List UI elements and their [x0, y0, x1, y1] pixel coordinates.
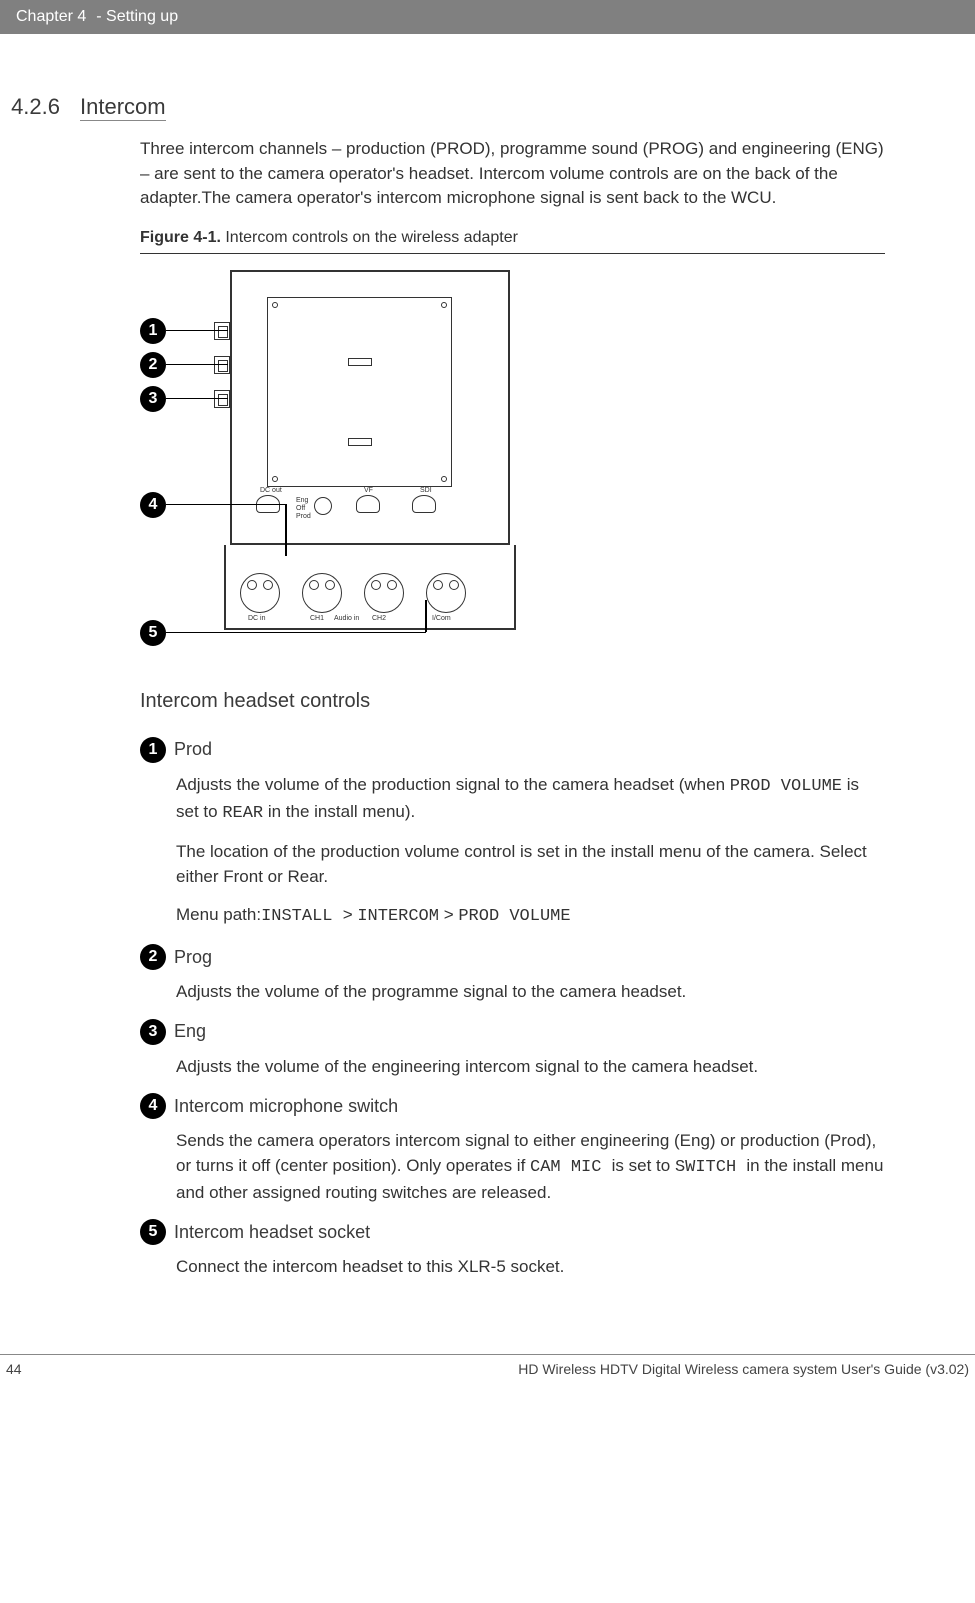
item-heading-row: 4 Intercom microphone switch — [140, 1093, 915, 1119]
bottom-panel: DC in CH1 Audio in CH2 I/Com — [224, 545, 516, 630]
item-paragraph: Adjusts the volume of the production sig… — [176, 773, 885, 826]
figure-label-text: Intercom controls on the wireless adapte… — [221, 229, 518, 246]
mic-switch — [314, 497, 332, 515]
section-title: Intercom — [80, 94, 166, 121]
item-paragraph: Adjusts the volume of the engineering in… — [176, 1055, 885, 1080]
body-text-span: Adjusts the volume of the programme sign… — [176, 982, 686, 1001]
chapter-header: Chapter 4 - Setting up — [0, 0, 975, 34]
item-bullet: 4 — [140, 1093, 166, 1119]
body-text-span: The location of the production volume co… — [176, 842, 867, 886]
mono-text: REAR — [222, 804, 263, 823]
screw-icon — [272, 302, 278, 308]
mono-text: SWITCH — [675, 1158, 746, 1177]
item-bullet: 2 — [140, 944, 166, 970]
item-heading-row: 3 Eng — [140, 1019, 915, 1045]
mono-text: INTERCOM — [357, 907, 439, 926]
item-bullet: 1 — [140, 737, 166, 763]
item-title: Prog — [174, 947, 212, 968]
doc-title: HD Wireless HDTV Digital Wireless camera… — [518, 1361, 969, 1377]
label-eng: Eng — [296, 497, 308, 504]
body-text-span: > — [343, 905, 358, 924]
body-text-span: Menu path: — [176, 905, 261, 924]
callout-5: 5 — [140, 620, 166, 646]
mono-text: CAM MIC — [530, 1158, 612, 1177]
callout-line-4 — [166, 504, 286, 506]
page-footer: 44 HD Wireless HDTV Digital Wireless cam… — [0, 1361, 975, 1387]
label-sdi: SDI — [420, 487, 432, 494]
label-audioin: Audio in — [334, 615, 359, 622]
item-title: Eng — [174, 1021, 206, 1042]
item-bullet: 3 — [140, 1019, 166, 1045]
xlr-ch1 — [302, 573, 342, 613]
callout-1: 1 — [140, 318, 166, 344]
mono-text: PROD VOLUME — [458, 907, 570, 926]
body-text-span: is set to — [612, 1156, 675, 1175]
conn-vf — [356, 495, 380, 513]
callout-line-5 — [166, 632, 426, 634]
item-paragraph: The location of the production volume co… — [176, 840, 885, 889]
page-content: 4.2.6 Intercom Three intercom channels –… — [0, 34, 975, 1314]
subsection-heading: Intercom headset controls — [140, 690, 915, 713]
label-prod: Prod — [296, 513, 311, 520]
device-panel — [267, 297, 452, 487]
item-paragraph: Sends the camera operators intercom sign… — [176, 1129, 885, 1205]
figure-caption: Figure 4-1. Intercom controls on the wir… — [140, 229, 915, 247]
body-text-span: Adjusts the volume of the production sig… — [176, 775, 730, 794]
xlr-dcin — [240, 573, 280, 613]
clip-icon — [348, 438, 372, 446]
page-number: 44 — [6, 1361, 22, 1377]
callout-line-1 — [166, 330, 228, 332]
item-bullet: 5 — [140, 1219, 166, 1245]
item-title: Prod — [174, 739, 212, 760]
label-off: Off — [296, 505, 305, 512]
figure-label-bold: Figure 4-1. — [140, 229, 221, 246]
callout-line-3 — [166, 398, 228, 400]
label-vf: VF — [364, 487, 373, 494]
callout-2: 2 — [140, 352, 166, 378]
mono-text: PROD VOLUME — [730, 777, 842, 796]
body-text-span: > — [439, 905, 458, 924]
conn-sdi — [412, 495, 436, 513]
callout-line-4v — [285, 504, 287, 556]
item-heading-row: 5 Intercom headset socket — [140, 1219, 915, 1245]
section-intro: Three intercom channels – production (PR… — [140, 137, 885, 211]
item-title: Intercom microphone switch — [174, 1096, 398, 1117]
callout-line-5v — [425, 600, 427, 632]
figure-rule — [140, 253, 885, 254]
label-ch2: CH2 — [372, 615, 386, 622]
xlr-icom — [426, 573, 466, 613]
callout-line-2 — [166, 364, 228, 366]
callout-4: 4 — [140, 492, 166, 518]
label-dcout: DC out — [260, 487, 282, 494]
body-text-span: Adjusts the volume of the engineering in… — [176, 1057, 758, 1076]
section-heading-row: 4.2.6 Intercom — [0, 94, 915, 121]
screw-icon — [441, 476, 447, 482]
chapter-title: - Setting up — [96, 8, 178, 26]
body-text-span: in the install menu). — [263, 802, 415, 821]
item-paragraph: Menu path:INSTALL > INTERCOM > PROD VOLU… — [176, 903, 885, 930]
items-container: 1 Prod Adjusts the volume of the productio… — [0, 737, 915, 1280]
xlr-ch2 — [364, 573, 404, 613]
label-ch1: CH1 — [310, 615, 324, 622]
label-icom: I/Com — [432, 615, 451, 622]
figure-diagram: 1 2 3 4 5 DC out — [140, 270, 560, 650]
item-title: Intercom headset socket — [174, 1222, 370, 1243]
screw-icon — [441, 302, 447, 308]
callout-3: 3 — [140, 386, 166, 412]
screw-icon — [272, 476, 278, 482]
chapter-label: Chapter 4 — [16, 8, 86, 26]
connector-row: DC out Eng Off Prod VF SDI — [252, 491, 488, 537]
label-dcin: DC in — [248, 615, 266, 622]
section-number: 4.2.6 — [0, 94, 80, 121]
item-paragraph: Adjusts the volume of the programme sign… — [176, 980, 885, 1005]
item-paragraph: Connect the intercom headset to this XLR… — [176, 1255, 885, 1280]
item-heading-row: 2 Prog — [140, 944, 915, 970]
body-text-span: Connect the intercom headset to this XLR… — [176, 1257, 564, 1276]
footer-rule — [0, 1354, 975, 1355]
item-heading-row: 1 Prod — [140, 737, 915, 763]
clip-icon — [348, 358, 372, 366]
mono-text: INSTALL — [261, 907, 343, 926]
